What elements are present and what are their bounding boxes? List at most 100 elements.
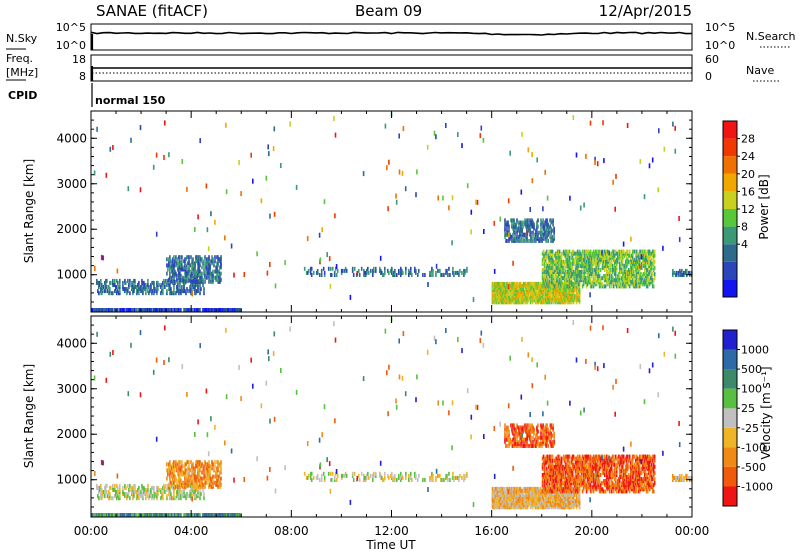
data-cell	[504, 285, 507, 290]
data-cell	[432, 473, 434, 478]
data-cell	[550, 481, 553, 486]
data-cell	[560, 251, 563, 256]
scatter-cell	[402, 126, 405, 132]
data-cell	[514, 222, 516, 227]
data-cell	[323, 270, 326, 275]
data-cell	[410, 475, 412, 480]
data-cell	[531, 501, 534, 506]
data-cell	[493, 294, 496, 299]
data-cell	[573, 272, 576, 277]
data-cell	[688, 270, 690, 275]
data-cell	[526, 224, 528, 229]
data-cell	[181, 265, 183, 270]
data-cell	[157, 308, 159, 312]
data-cell	[615, 278, 618, 283]
data-cell	[582, 263, 585, 268]
data-cell	[195, 474, 197, 479]
scatter-cell	[199, 138, 201, 144]
data-cell	[567, 283, 570, 288]
data-cell	[323, 478, 326, 482]
data-cell	[391, 471, 393, 476]
data-cell	[612, 257, 615, 262]
scatter-cell	[663, 146, 666, 152]
data-cell	[541, 473, 544, 477]
data-cell	[217, 261, 219, 266]
data-cell	[682, 273, 684, 277]
data-cell	[187, 269, 189, 274]
data-cell	[105, 278, 107, 283]
data-cell	[509, 236, 511, 241]
data-cell	[555, 288, 558, 292]
scatter-cell	[230, 243, 233, 249]
data-cell	[379, 471, 381, 476]
data-cell	[181, 277, 183, 282]
data-cell	[648, 255, 651, 260]
data-cell	[452, 266, 454, 271]
data-cell	[596, 263, 599, 268]
data-cell	[524, 501, 527, 506]
data-cell	[198, 261, 200, 266]
data-cell	[521, 296, 524, 301]
data-cell	[543, 493, 546, 497]
data-cell	[106, 483, 108, 488]
data-cell	[511, 501, 514, 506]
data-cell	[556, 265, 559, 270]
data-cell	[176, 285, 178, 289]
data-cell	[191, 466, 193, 471]
data-cell	[509, 283, 512, 288]
scatter-cell	[250, 152, 252, 158]
data-cell	[551, 238, 553, 243]
data-cell	[197, 269, 199, 274]
data-cell	[540, 501, 543, 506]
data-cell	[634, 272, 637, 277]
data-cell	[110, 280, 112, 285]
data-cell	[632, 272, 635, 277]
data-cell	[610, 280, 613, 285]
data-cell	[129, 488, 131, 492]
data-cell	[169, 283, 171, 287]
data-cell	[568, 493, 571, 497]
data-cell	[116, 483, 118, 488]
data-cell	[561, 259, 564, 264]
data-cell	[650, 280, 653, 285]
data-cell	[151, 485, 153, 490]
data-cell	[179, 259, 181, 264]
data-cell	[187, 466, 189, 471]
data-cell	[169, 263, 171, 268]
data-cell	[635, 261, 638, 266]
data-cell	[517, 236, 519, 241]
data-cell	[521, 499, 524, 504]
scatter-cell	[648, 163, 651, 169]
data-cell	[575, 290, 578, 294]
data-cell	[565, 296, 568, 301]
data-cell	[504, 300, 507, 305]
data-cell	[571, 253, 574, 258]
data-cell	[172, 291, 174, 296]
data-cell	[405, 266, 407, 271]
data-cell	[435, 270, 437, 275]
data-cell	[195, 478, 197, 483]
data-cell	[537, 218, 539, 223]
data-cell	[207, 474, 209, 479]
data-cell	[647, 257, 650, 262]
data-cell	[505, 285, 508, 290]
data-cell	[625, 249, 628, 254]
data-cell	[507, 300, 510, 305]
data-cell	[143, 308, 145, 312]
data-cell	[170, 513, 172, 517]
data-cell	[573, 294, 576, 299]
data-cell	[384, 471, 386, 476]
data-cell	[556, 249, 559, 254]
data-cell	[547, 259, 550, 264]
scatter-cell	[323, 199, 326, 205]
data-cell	[564, 253, 567, 258]
data-cell	[494, 497, 497, 502]
data-cell	[639, 272, 642, 277]
data-cell	[578, 493, 581, 497]
data-cell	[547, 284, 550, 289]
data-cell	[366, 473, 368, 478]
data-cell	[566, 288, 569, 292]
data-cell	[180, 308, 182, 312]
data-cell	[564, 300, 567, 305]
data-cell	[616, 253, 619, 258]
